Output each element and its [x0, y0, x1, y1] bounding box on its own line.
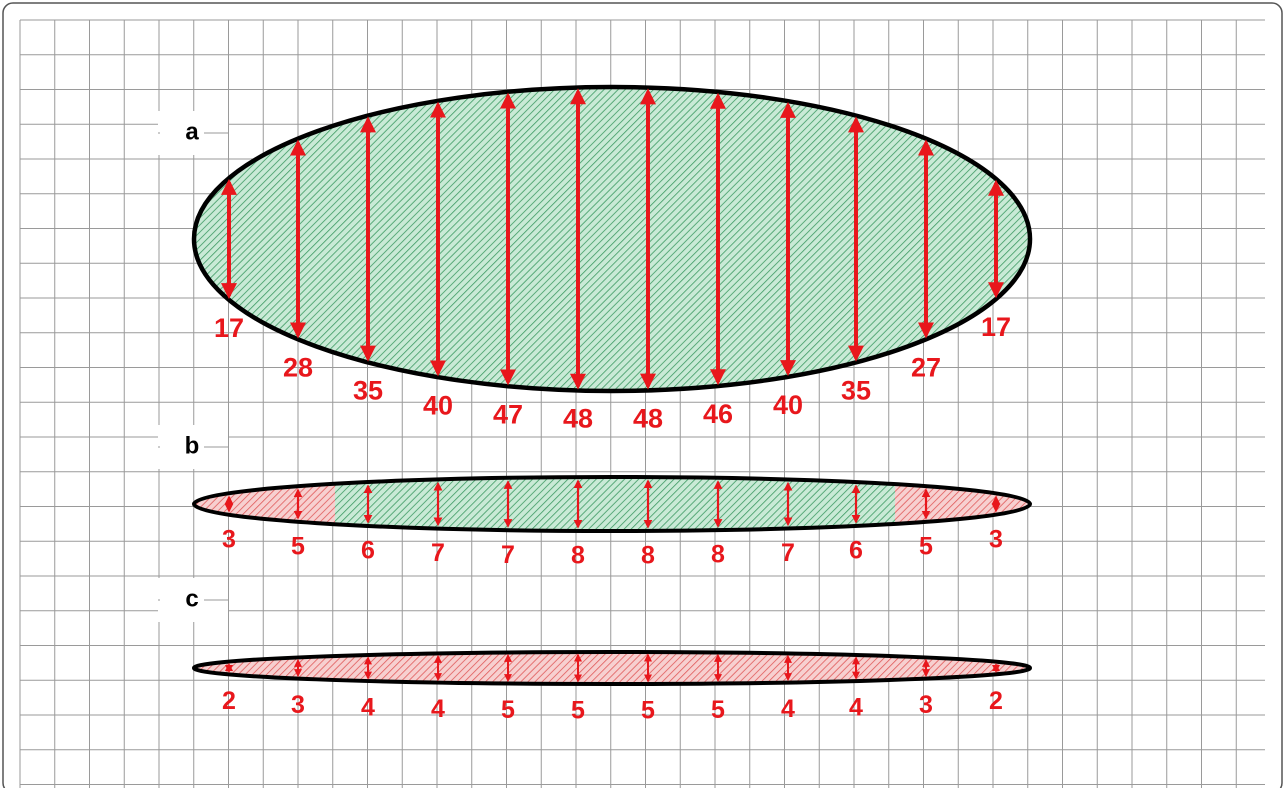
measurement: 35: [353, 376, 383, 406]
measurement: 6: [849, 537, 863, 565]
measurement: 3: [989, 525, 1003, 553]
measurement: 17: [214, 313, 244, 343]
measurement: 48: [563, 404, 593, 434]
measurement: 5: [919, 532, 933, 560]
measurement: 8: [641, 542, 655, 570]
label-box: [160, 113, 204, 153]
measurement: 27: [911, 352, 941, 382]
panel-label: c: [185, 585, 198, 612]
label-box: [160, 427, 204, 467]
outline: [191, 84, 1033, 394]
measurement: 4: [361, 694, 375, 722]
measurement: 5: [291, 532, 305, 560]
measurement: 2: [989, 687, 1003, 715]
measurement: 5: [641, 697, 655, 725]
panel-label: b: [185, 432, 200, 459]
measurement: 7: [781, 539, 795, 567]
measurement: 3: [222, 525, 236, 553]
measurement: 5: [501, 696, 515, 724]
measurement: 47: [493, 399, 523, 429]
green-zone: [335, 477, 895, 531]
measurement: 8: [711, 541, 725, 569]
measurement: 8: [571, 542, 585, 570]
measurement: 4: [781, 695, 795, 723]
measurement: 4: [849, 694, 863, 722]
measurement: 5: [711, 696, 725, 724]
measurement: 5: [571, 697, 585, 725]
measurement: 6: [361, 537, 375, 565]
measurement: 35: [841, 376, 871, 406]
outline: [192, 475, 1032, 533]
measurement: 48: [633, 404, 663, 434]
measurement: 28: [283, 352, 313, 382]
panel-label: a: [185, 118, 199, 145]
measurement: 3: [919, 691, 933, 719]
measurement: 17: [981, 312, 1011, 342]
measurement: 7: [431, 539, 445, 567]
measurement: 3: [291, 691, 305, 719]
measurement: 46: [703, 399, 733, 429]
cross-section: [194, 652, 1030, 684]
outline: [192, 650, 1032, 686]
measurement: 4: [431, 695, 445, 723]
measurement: 40: [773, 390, 803, 420]
cross-section: [194, 87, 1030, 391]
measurement: 40: [423, 390, 453, 420]
measurement: 7: [501, 541, 515, 569]
label-box: [160, 580, 204, 620]
measurement: 2: [222, 687, 236, 715]
